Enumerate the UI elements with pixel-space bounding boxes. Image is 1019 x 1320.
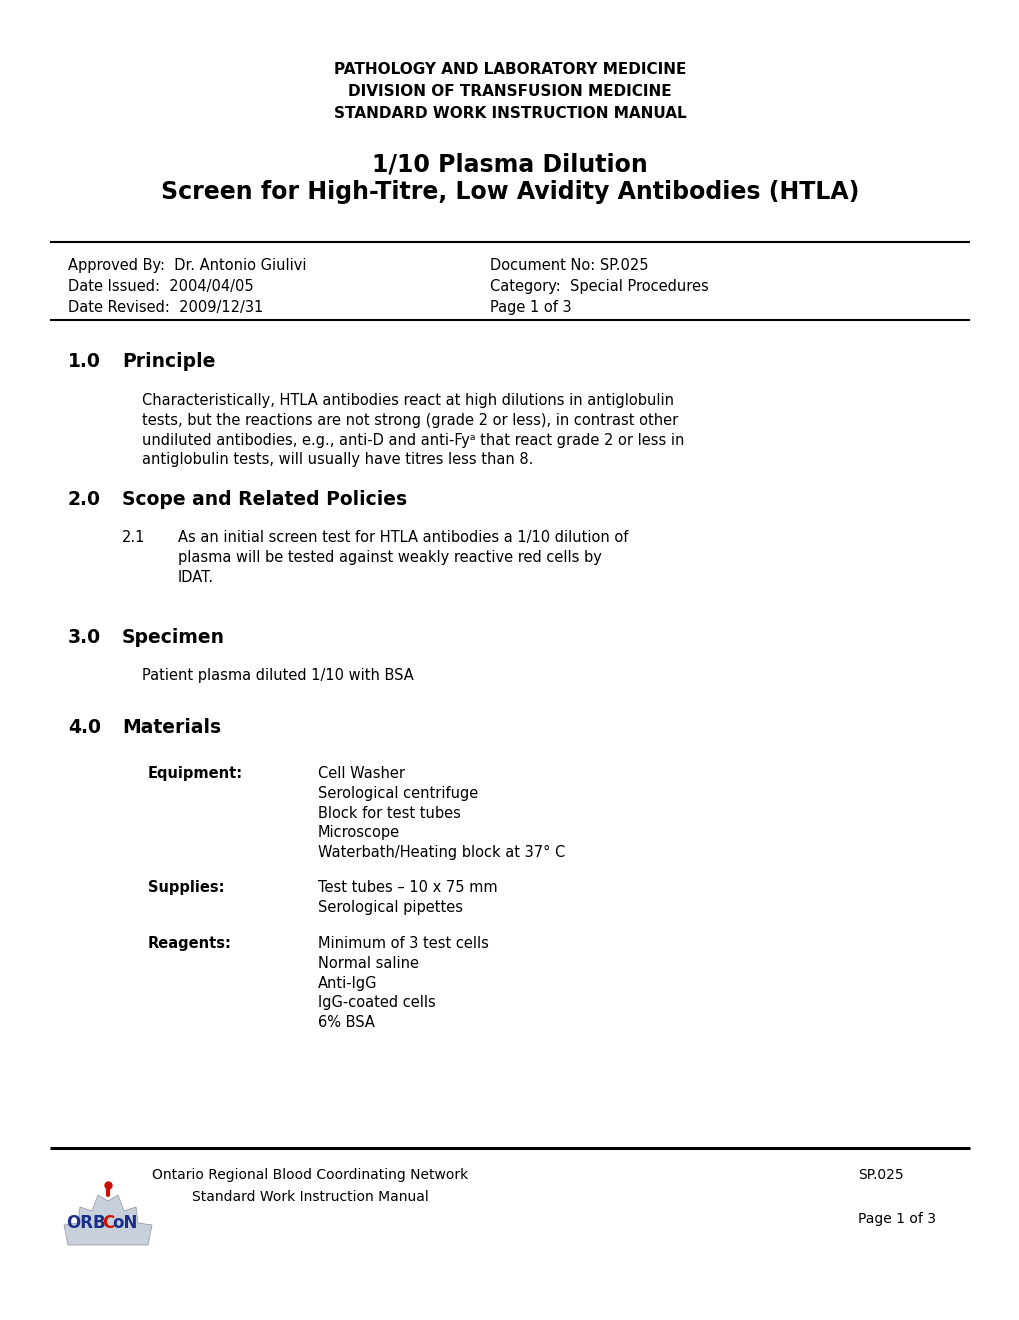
Text: As an initial screen test for HTLA antibodies a 1/10 dilution of
plasma will be : As an initial screen test for HTLA antib… xyxy=(178,531,628,585)
Text: Scope and Related Policies: Scope and Related Policies xyxy=(122,490,407,510)
Text: Reagents:: Reagents: xyxy=(148,936,231,950)
Text: C: C xyxy=(102,1214,114,1232)
Text: Equipment:: Equipment: xyxy=(148,766,243,781)
Text: Date Revised:  2009/12/31: Date Revised: 2009/12/31 xyxy=(68,300,263,315)
Text: 2.0: 2.0 xyxy=(68,490,101,510)
Text: Cell Washer
Serological centrifuge
Block for test tubes
Microscope
Waterbath/Hea: Cell Washer Serological centrifuge Block… xyxy=(318,766,565,861)
Text: 2.1: 2.1 xyxy=(122,531,146,545)
Text: Date Issued:  2004/04/05: Date Issued: 2004/04/05 xyxy=(68,279,254,294)
Text: Ontario Regional Blood Coordinating Network: Ontario Regional Blood Coordinating Netw… xyxy=(152,1168,468,1181)
Text: Category:  Special Procedures: Category: Special Procedures xyxy=(489,279,708,294)
Text: Supplies:: Supplies: xyxy=(148,880,224,895)
Text: Standard Work Instruction Manual: Standard Work Instruction Manual xyxy=(192,1191,428,1204)
FancyBboxPatch shape xyxy=(51,1168,165,1251)
Polygon shape xyxy=(64,1195,152,1245)
Text: Screen for High-Titre, Low Avidity Antibodies (HTLA): Screen for High-Titre, Low Avidity Antib… xyxy=(161,180,858,205)
Text: Page 1 of 3: Page 1 of 3 xyxy=(857,1212,935,1226)
Text: Specimen: Specimen xyxy=(122,628,225,647)
Text: Materials: Materials xyxy=(122,718,221,737)
Text: 4.0: 4.0 xyxy=(68,718,101,737)
Text: 3.0: 3.0 xyxy=(68,628,101,647)
Text: oN: oN xyxy=(112,1214,138,1232)
Text: Test tubes – 10 x 75 mm
Serological pipettes: Test tubes – 10 x 75 mm Serological pipe… xyxy=(318,880,497,915)
Text: STANDARD WORK INSTRUCTION MANUAL: STANDARD WORK INSTRUCTION MANUAL xyxy=(333,106,686,121)
Text: Patient plasma diluted 1/10 with BSA: Patient plasma diluted 1/10 with BSA xyxy=(142,668,414,682)
Text: ORB: ORB xyxy=(66,1214,106,1232)
Text: Approved By:  Dr. Antonio Giulivi: Approved By: Dr. Antonio Giulivi xyxy=(68,257,306,273)
Text: Minimum of 3 test cells
Normal saline
Anti-IgG
IgG-coated cells
6% BSA: Minimum of 3 test cells Normal saline An… xyxy=(318,936,488,1030)
Text: Page 1 of 3: Page 1 of 3 xyxy=(489,300,571,315)
Text: 1/10 Plasma Dilution: 1/10 Plasma Dilution xyxy=(372,152,647,176)
Text: SP.025: SP.025 xyxy=(857,1168,903,1181)
Text: 1.0: 1.0 xyxy=(68,352,101,371)
Text: DIVISION OF TRANSFUSION MEDICINE: DIVISION OF TRANSFUSION MEDICINE xyxy=(347,84,672,99)
Text: Principle: Principle xyxy=(122,352,215,371)
Text: Document No: SP.025: Document No: SP.025 xyxy=(489,257,648,273)
Text: PATHOLOGY AND LABORATORY MEDICINE: PATHOLOGY AND LABORATORY MEDICINE xyxy=(333,62,686,77)
Text: Characteristically, HTLA antibodies react at high dilutions in antiglobulin
test: Characteristically, HTLA antibodies reac… xyxy=(142,393,684,467)
